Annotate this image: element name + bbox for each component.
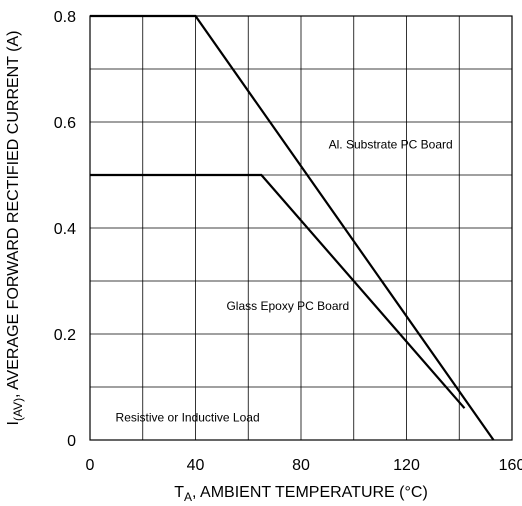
annotation-2: Resistive or Inductive Load <box>116 410 260 424</box>
y-axis-label-sub: (AV) <box>11 398 25 421</box>
plot-frame <box>89 15 513 441</box>
x-tick-label-1: 40 <box>187 457 205 474</box>
annotation-1: Glass Epoxy PC Board <box>226 299 349 313</box>
y-axis-label-main: I <box>5 421 22 425</box>
y-axis-label: I(AV), AVERAGE FORWARD RECTIFIED CURRENT… <box>5 31 25 426</box>
x-tick-label-3: 120 <box>393 457 420 474</box>
annotation-0: Al. Substrate PC Board <box>329 138 453 152</box>
x-tick-label-4: 160 <box>499 457 522 474</box>
annotations: Al. Substrate PC Board Glass Epoxy PC Boa… <box>116 138 453 425</box>
x-tick-labels: 0 40 80 120 160 <box>86 457 522 474</box>
y-tick-label-4: 0.8 <box>54 9 76 26</box>
y-tick-label-1: 0.2 <box>54 327 76 344</box>
x-axis-label-sub: A <box>184 490 192 504</box>
x-axis-label-main: T <box>174 484 184 501</box>
y-tick-label-3: 0.6 <box>54 115 76 132</box>
x-axis-label-rest: , AMBIENT TEMPERATURE (°C) <box>192 484 428 501</box>
series-line-1 <box>90 173 466 409</box>
y-tick-labels: 0 0.2 0.4 0.6 0.8 <box>54 9 76 450</box>
x-tick-label-2: 80 <box>292 457 310 474</box>
x-tick-label-0: 0 <box>86 457 95 474</box>
y-axis-label-rest: , AVERAGE FORWARD RECTIFIED CURRENT (A) <box>5 31 22 398</box>
y-tick-label-0: 0 <box>67 433 76 450</box>
x-axis-label: TA, AMBIENT TEMPERATURE (°C) <box>174 484 428 504</box>
y-tick-label-2: 0.4 <box>54 221 76 238</box>
